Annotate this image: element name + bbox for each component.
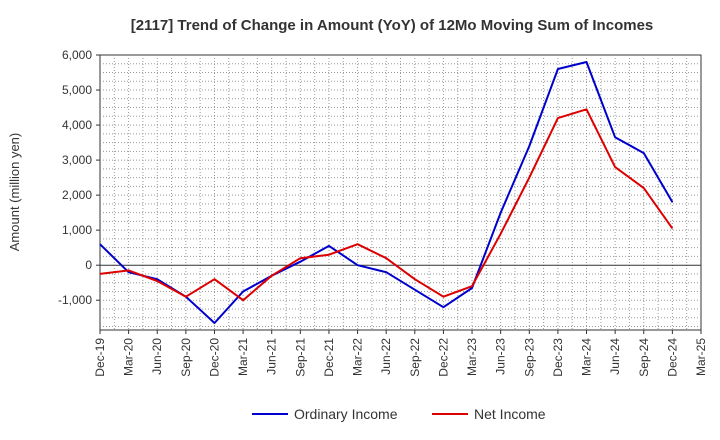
plot-area	[99, 54, 702, 331]
x-tick-label: Sep-23	[522, 338, 536, 377]
x-tick-label: Dec-24	[665, 338, 679, 377]
x-tick-label: Jun-21	[265, 338, 279, 375]
y-tick-label: -1,000	[58, 293, 92, 307]
x-tick-label: Dec-23	[551, 338, 565, 377]
x-tick-label: Jun-22	[379, 338, 393, 375]
y-tick-label: 3,000	[62, 153, 92, 167]
x-tick-label: Mar-25	[694, 338, 708, 376]
y-tick-label: 6,000	[62, 48, 92, 62]
legend: Ordinary Income Net Income	[252, 406, 546, 422]
y-tick-label: 2,000	[62, 188, 92, 202]
y-tick-label: 5,000	[62, 83, 92, 97]
y-tick-label: 0	[85, 258, 92, 272]
x-tick-label: Dec-20	[207, 338, 221, 377]
y-axis-label: Amount (million yen)	[7, 133, 22, 252]
x-tick-label: Dec-19	[93, 338, 107, 377]
x-tick-label: Sep-21	[293, 338, 307, 377]
y-axis-ticks: 6,000 5,000 4,000 3,000 2,000 1,000 0 -1,000	[58, 48, 100, 307]
legend-label: Net Income	[474, 406, 546, 422]
x-tick-label: Jun-20	[150, 338, 164, 375]
horizontal-gridlines	[100, 63, 701, 327]
y-tick-label: 4,000	[62, 118, 92, 132]
series-line-1	[99, 61, 674, 324]
x-tick-label: Sep-24	[637, 338, 651, 377]
x-tick-label: Dec-22	[436, 338, 450, 377]
y-tick-label: 1,000	[62, 223, 92, 237]
series-lines	[99, 61, 674, 324]
x-tick-label: Mar-20	[122, 338, 136, 376]
x-tick-label: Sep-22	[408, 338, 422, 377]
x-tick-label: Mar-23	[465, 338, 479, 376]
series-line-2	[99, 108, 674, 302]
chart-title: [2117] Trend of Change in Amount (YoY) o…	[131, 17, 654, 34]
x-tick-label: Mar-21	[236, 338, 250, 376]
x-axis-ticks: Dec-19 Mar-20 Jun-20 Sep-20 Dec-20 Mar-21 Jun-…	[93, 330, 708, 377]
x-tick-label: Sep-20	[179, 338, 193, 377]
x-tick-label: Jun-23	[494, 338, 508, 375]
x-tick-label: Jun-24	[608, 338, 622, 375]
x-tick-label: Dec-21	[322, 338, 336, 377]
x-tick-label: Mar-24	[580, 338, 594, 376]
vertical-gridlines	[113, 55, 688, 330]
legend-label: Ordinary Income	[294, 406, 398, 422]
x-tick-label: Mar-22	[351, 338, 365, 376]
